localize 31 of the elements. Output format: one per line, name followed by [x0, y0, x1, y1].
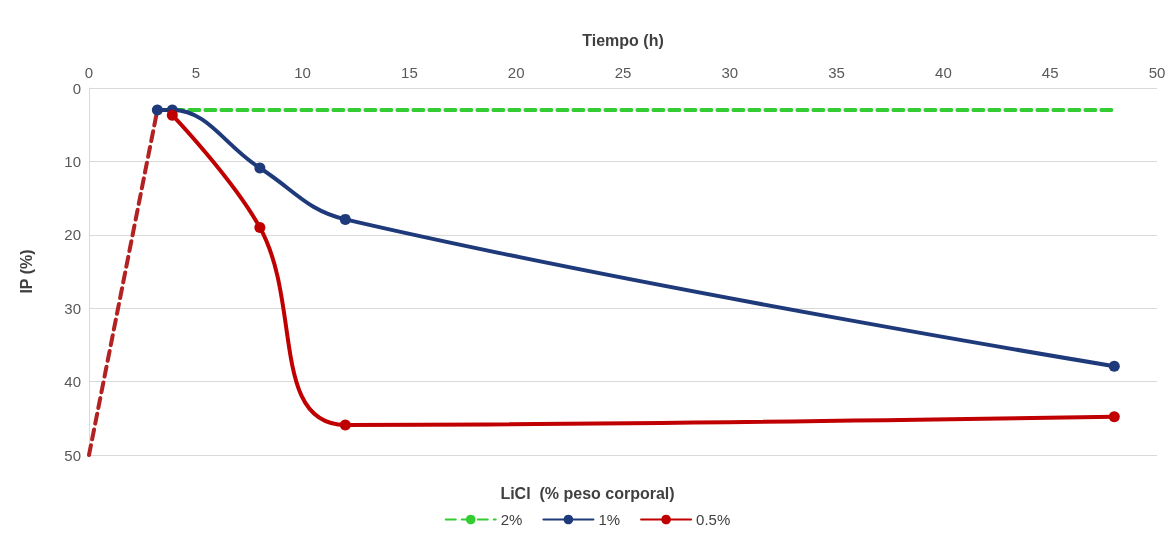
legend-label: 2%: [500, 511, 523, 528]
x-axis-title: Tiempo (h): [582, 31, 664, 49]
point: [254, 162, 266, 174]
x-tick-label: 40: [935, 64, 952, 81]
point: [339, 419, 351, 431]
x-tick-label: 50: [1148, 64, 1166, 81]
x-tick-label: 15: [401, 64, 418, 81]
y-axis-title: IP (%): [17, 249, 35, 294]
y-tick-label: 50: [64, 446, 81, 464]
x-tick-label: 25: [614, 64, 632, 81]
x-tick-label: 30: [721, 64, 739, 81]
point: [1108, 411, 1120, 423]
y-tick-label: 40: [64, 373, 81, 391]
y-tick-label: 30: [64, 299, 81, 317]
point: [254, 221, 266, 233]
point: [1108, 360, 1120, 372]
y-tick-label: 10: [64, 152, 81, 170]
x-tick-label: 5: [191, 64, 200, 81]
legend-label: 0.5%: [696, 511, 731, 528]
legend-label: 1%: [598, 511, 621, 528]
point: [166, 109, 178, 121]
legend-title: LiCl (% peso corporal): [500, 484, 675, 502]
x-tick-label: 20: [507, 64, 525, 81]
y-tick-label: 0: [72, 79, 81, 97]
x-tick-label: 0: [84, 64, 94, 81]
y-tick-label: 20: [64, 226, 81, 244]
x-tick-label: 45: [1041, 64, 1059, 81]
point: [339, 213, 351, 225]
x-tick-label: 10: [294, 64, 311, 81]
point: [151, 104, 163, 116]
x-tick-label: 35: [828, 64, 845, 81]
